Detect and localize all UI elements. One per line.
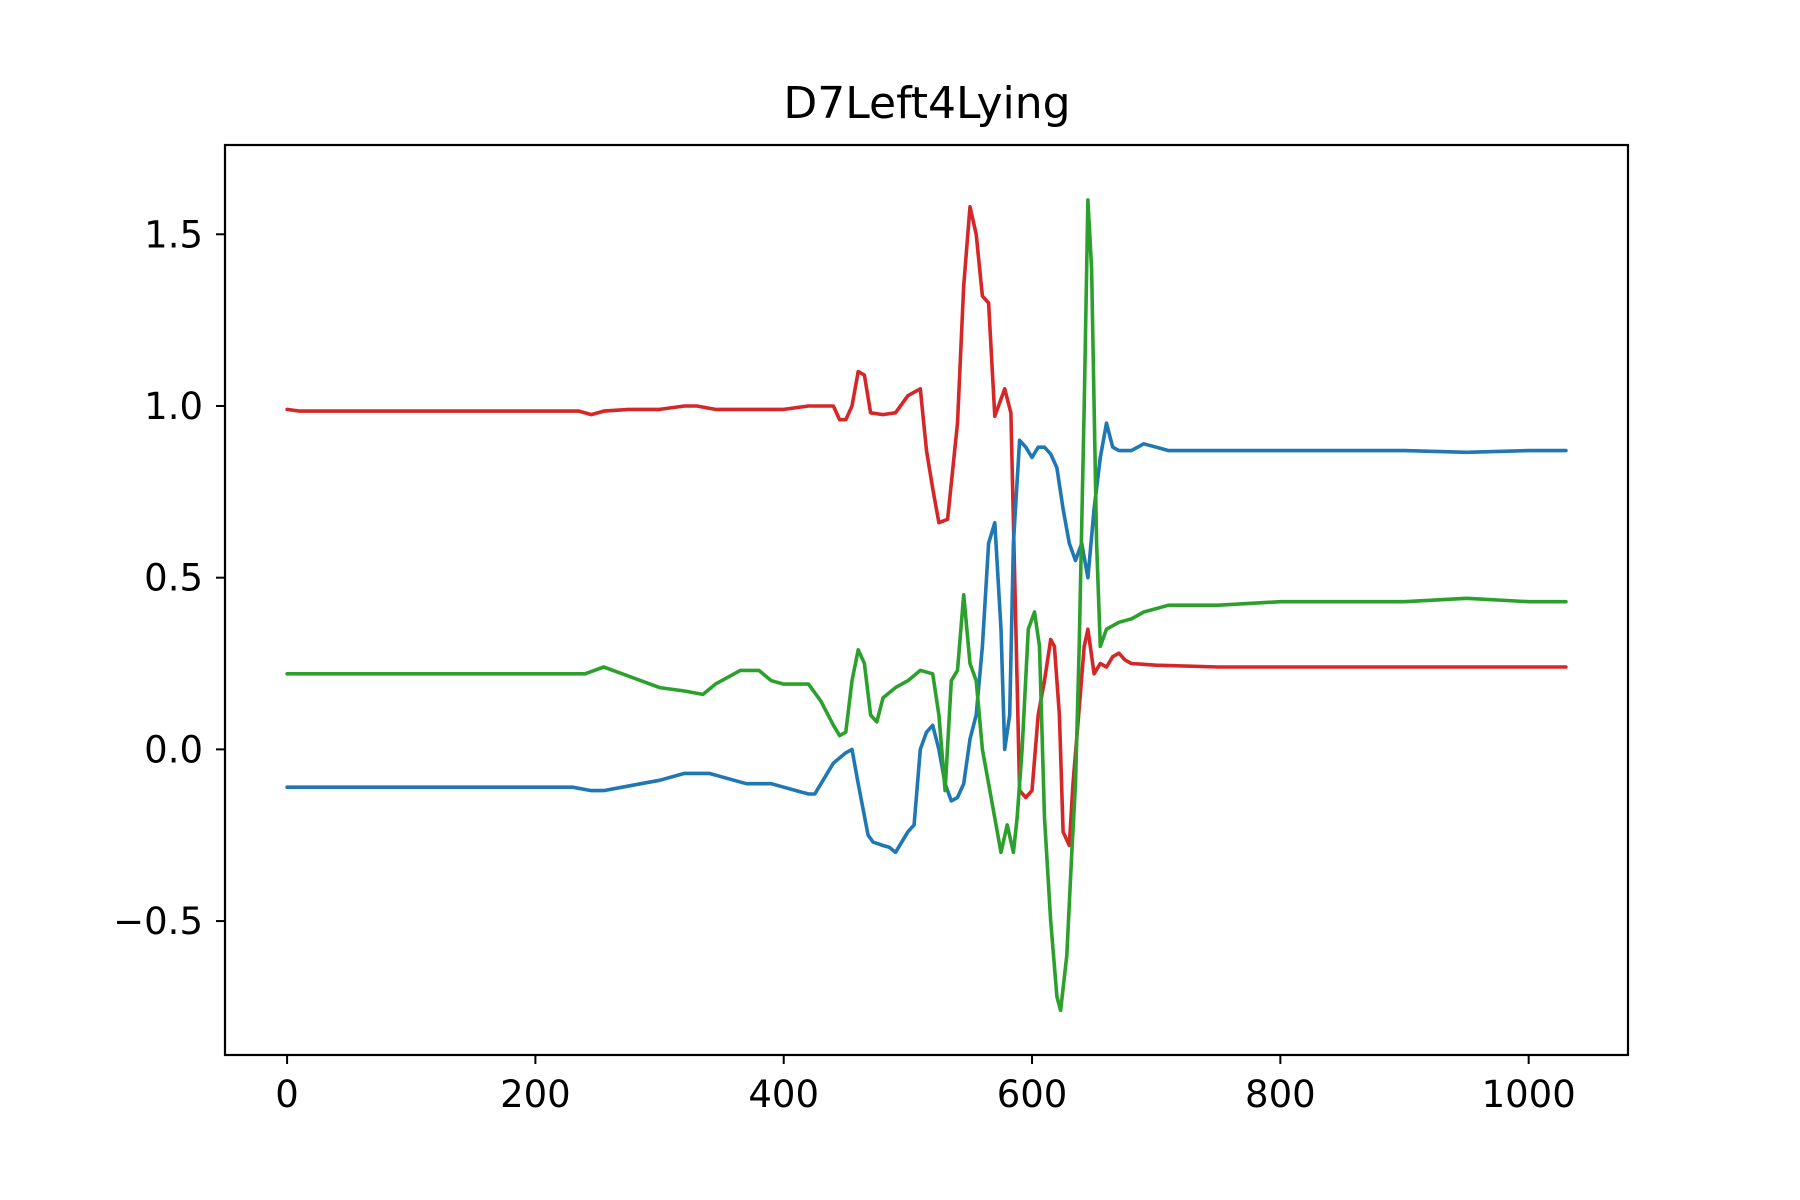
plot-frame: [223, 143, 1630, 1057]
y-tick-label: 1.5: [144, 213, 203, 256]
chart-title: D7Left4Lying: [783, 78, 1070, 129]
y-tick-label: 0.5: [144, 557, 203, 600]
x-tick-label: 800: [1245, 1073, 1316, 1116]
x-axis: 0 200 400 600 800 1000: [275, 1055, 1576, 1116]
x-tick-label: 600: [997, 1073, 1068, 1116]
y-axis: −0.5 0.0 0.5 1.0 1.5: [113, 213, 225, 943]
series-line-2: [285, 421, 1568, 855]
series-line-1: [285, 205, 1568, 848]
x-tick-label: 1000: [1482, 1073, 1576, 1116]
series-layer: [285, 198, 1568, 1013]
x-tick-label: 0: [275, 1073, 299, 1116]
y-tick-label: 0.0: [144, 728, 203, 771]
series-line-3: [285, 198, 1568, 1013]
x-tick-label: 200: [500, 1073, 571, 1116]
y-tick-label: 1.0: [144, 385, 203, 428]
y-tick-label: −0.5: [113, 900, 203, 943]
x-tick-label: 400: [748, 1073, 819, 1116]
